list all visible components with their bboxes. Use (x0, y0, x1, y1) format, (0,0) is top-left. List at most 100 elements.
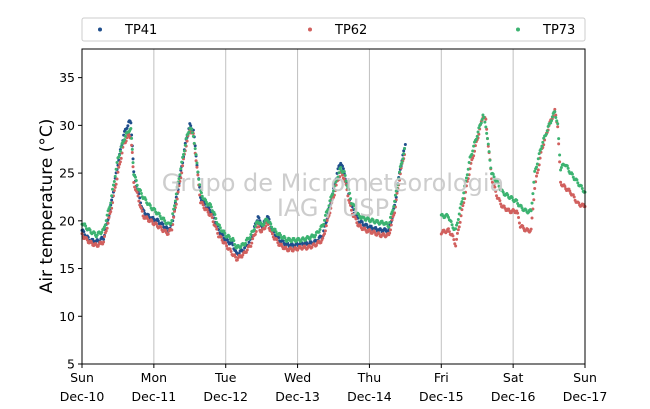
x-tick-day-label: Fri (434, 370, 449, 385)
data-point (482, 115, 486, 119)
x-tick-day-label: Thu (357, 370, 381, 385)
data-point (244, 250, 248, 254)
x-tick-day-label: Tue (214, 370, 237, 385)
data-point (175, 185, 179, 189)
data-point (133, 185, 137, 189)
legend-marker (98, 27, 102, 32)
data-point (171, 212, 175, 216)
data-point (136, 194, 140, 198)
data-point (173, 199, 177, 203)
data-point (360, 220, 364, 224)
data-point (232, 239, 236, 243)
data-point (123, 134, 127, 138)
data-point (107, 216, 111, 220)
data-point (209, 212, 213, 216)
data-point (332, 189, 335, 193)
data-point (491, 172, 495, 176)
data-point (181, 164, 185, 168)
data-point (388, 228, 392, 232)
watermark-line-1: Grupo de Micrometeorologia (162, 169, 504, 197)
data-point (116, 170, 120, 174)
data-point (339, 165, 343, 169)
data-point (539, 147, 543, 151)
data-point (113, 174, 117, 178)
data-point (388, 221, 392, 225)
data-point (451, 234, 455, 238)
data-point (324, 224, 328, 228)
data-point (535, 162, 539, 166)
data-point (187, 130, 191, 134)
legend-label: TP41 (124, 23, 157, 38)
data-point (330, 201, 334, 205)
data-point (481, 113, 485, 117)
data-point (139, 191, 143, 195)
data-point (521, 224, 525, 228)
x-tick-date-label: Dec-12 (203, 389, 248, 404)
data-point (559, 168, 563, 172)
series-tp73 (80, 110, 587, 250)
data-point (198, 185, 202, 189)
data-point (158, 214, 162, 218)
data-point (487, 150, 491, 154)
data-point (456, 218, 460, 222)
data-point (106, 221, 110, 225)
data-point (558, 160, 562, 164)
data-point (111, 187, 115, 191)
data-point (466, 167, 470, 171)
data-point (515, 198, 519, 202)
data-point (391, 208, 395, 212)
data-point (191, 134, 195, 138)
data-point (350, 212, 354, 216)
data-point (319, 241, 323, 245)
data-point (102, 240, 106, 244)
data-point (477, 126, 481, 130)
data-point (135, 183, 139, 187)
data-point (449, 220, 453, 223)
data-point (463, 184, 467, 188)
data-point (556, 122, 560, 126)
data-point (517, 216, 521, 220)
data-point (358, 223, 362, 227)
data-point (497, 184, 501, 188)
data-point (555, 119, 559, 123)
data-point (110, 198, 114, 202)
data-point (462, 191, 466, 195)
data-point (353, 207, 357, 211)
data-point (349, 197, 353, 201)
data-point (461, 197, 465, 201)
data-point (195, 165, 199, 169)
data-point (177, 177, 181, 181)
data-point (343, 174, 347, 178)
y-axis-label: Air temperature (°C) (37, 119, 57, 294)
data-point (251, 237, 255, 241)
data-point (580, 186, 584, 190)
data-point (485, 131, 489, 135)
data-point (93, 231, 97, 235)
data-point (499, 202, 503, 206)
data-point (323, 229, 327, 233)
data-point (557, 142, 561, 146)
data-point (111, 183, 115, 187)
data-point (227, 235, 231, 239)
data-point (84, 224, 88, 228)
data-point (195, 161, 199, 165)
data-point (385, 222, 389, 226)
data-point (134, 178, 138, 182)
data-point (540, 144, 544, 148)
data-point (365, 223, 369, 227)
data-point (390, 218, 394, 222)
data-point (228, 247, 232, 251)
data-point (243, 246, 247, 250)
data-point (396, 182, 400, 186)
data-point (201, 203, 205, 207)
data-point (102, 234, 106, 238)
data-point (318, 228, 322, 232)
data-point (82, 230, 86, 234)
data-point (239, 244, 243, 248)
data-point (317, 230, 321, 234)
data-point (352, 204, 356, 208)
x-axis: Sun Dec-10 Mon Dec-11 Tue Dec-12 Wed Dec-13 Thu D… (60, 364, 607, 404)
data-point (344, 179, 348, 183)
data-point (329, 206, 333, 210)
